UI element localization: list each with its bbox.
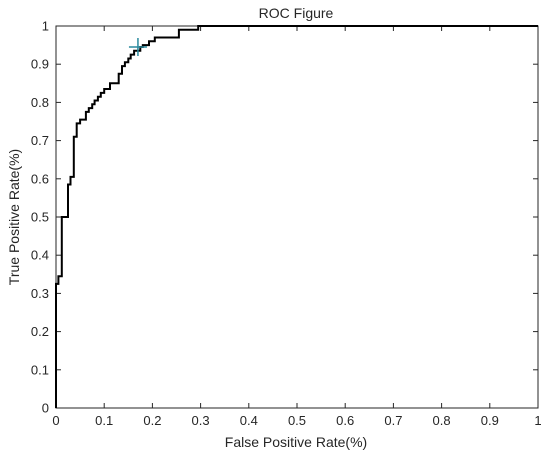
x-tick-label: 0.3	[192, 413, 210, 428]
x-tick-label: 0.6	[336, 413, 354, 428]
x-axis-label: False Positive Rate(%)	[225, 434, 367, 450]
y-tick-label: 1	[42, 19, 49, 34]
x-axis-ticks: 0 0.1 0.2 0.3 0.4 0.5 0.6 0.7 0.8 0.9 1	[52, 26, 542, 428]
x-tick-label: 0.2	[143, 413, 161, 428]
x-tick-label: 0.7	[384, 413, 402, 428]
x-tick-label: 1	[534, 413, 541, 428]
y-tick-label: 0.9	[31, 57, 49, 72]
x-tick-label: 0.9	[481, 413, 499, 428]
threshold-marker	[128, 38, 147, 57]
y-tick-label: 0.5	[31, 210, 49, 225]
y-tick-label: 0.2	[31, 324, 49, 339]
y-tick-label: 0.4	[31, 248, 49, 263]
x-tick-label: 0.4	[240, 413, 258, 428]
y-tick-label: 0.1	[31, 362, 49, 377]
y-tick-label: 0.3	[31, 286, 49, 301]
y-tick-label: 0.8	[31, 95, 49, 110]
x-tick-label: 0.5	[288, 413, 306, 428]
x-tick-label: 0	[52, 413, 59, 428]
plot-area	[55, 25, 539, 409]
roc-curve-line	[55, 25, 538, 408]
x-tick-label: 0.1	[95, 413, 113, 428]
y-tick-label: 0.6	[31, 171, 49, 186]
y-tick-label: 0	[42, 401, 49, 416]
x-tick-label: 0.8	[433, 413, 451, 428]
y-axis-label: True Positive Rate(%)	[6, 149, 22, 285]
y-tick-label: 0.7	[31, 133, 49, 148]
chart-title: ROC Figure	[259, 5, 334, 21]
